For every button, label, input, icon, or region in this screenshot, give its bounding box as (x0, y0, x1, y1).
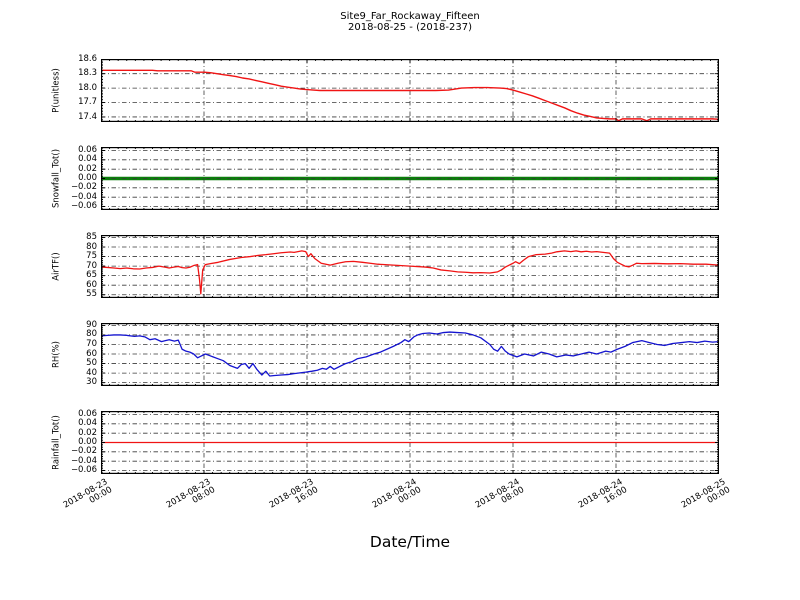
y-tick-label: −0.04 (70, 191, 97, 202)
y-tick-label: 0.00 (78, 437, 97, 447)
y-tick-label: 17.4 (78, 111, 97, 122)
panel-rainfall: Rainfall_Tot() 0.06 0.04 0.02 0.00 −0.02 −0.0… (0, 409, 800, 475)
y-tick-label: 80 (86, 329, 97, 340)
y-tick-label: −0.04 (70, 455, 97, 466)
plot-area-snowfall (101, 147, 719, 210)
y-tick-label: 70 (86, 339, 97, 349)
y-tick-label: 30 (86, 377, 97, 388)
y-tick-labels-p: 18.6 18.3 18.0 17.7 17.4 (53, 54, 97, 122)
y-tick-label: 0.06 (78, 409, 97, 419)
y-tick-label: 0.00 (78, 173, 97, 183)
y-tick-label: 90 (86, 319, 97, 330)
chart-title: Site9_Far_Rockaway_Fifteen (340, 11, 480, 22)
y-tick-label: 50 (86, 358, 97, 369)
y-tick-label: 70 (86, 260, 97, 271)
panel-airtf: AirTF() 85 80 75 70 65 60 55 (0, 232, 800, 300)
y-tick-label: 0.02 (78, 163, 97, 174)
plot-area-p (101, 59, 719, 122)
y-tick-labels-airtf: 85 80 75 70 65 60 55 (53, 232, 97, 300)
panel-p-unitless: P(unitless) 18.6 18.3 18.0 17.7 17.4 (0, 54, 800, 122)
x-axis-label: Date/Time (369, 533, 451, 551)
y-tick-label: 0.06 (78, 145, 97, 155)
y-tick-label: 65 (86, 270, 97, 281)
chart-subtitle: 2018-08-25 - (2018-237) (347, 22, 473, 33)
y-tick-label: 75 (86, 251, 97, 262)
y-tick-label: 60 (86, 279, 97, 290)
y-tick-label: 0.04 (78, 418, 97, 429)
y-tick-label: 0.02 (78, 427, 97, 438)
y-tick-label: 80 (86, 241, 97, 252)
y-tick-label: 18.3 (78, 68, 97, 79)
y-tick-label: −0.06 (70, 465, 97, 475)
y-tick-label: −0.02 (70, 446, 97, 457)
y-tick-label: 0.04 (78, 154, 97, 165)
y-tick-label: 17.7 (78, 97, 97, 107)
y-tick-label: 18.0 (78, 82, 97, 93)
plot-area-airtf (101, 235, 719, 298)
y-tick-label: −0.02 (70, 182, 97, 193)
y-tick-label: 55 (86, 289, 97, 300)
y-tick-labels-snowfall: 0.06 0.04 0.02 0.00 −0.02 −0.04 −0.06 (53, 145, 97, 211)
y-tick-label: 85 (86, 232, 97, 242)
y-tick-labels-rainfall: 0.06 0.04 0.02 0.00 −0.02 −0.04 −0.06 (53, 409, 97, 475)
y-tick-label: −0.06 (70, 201, 97, 211)
title-block: Site9_Far_Rockaway_Fifteen 2018-08-25 - … (101, 11, 719, 33)
plot-area-rh (101, 323, 719, 386)
y-tick-label: 18.6 (78, 53, 97, 64)
y-tick-label: 40 (86, 367, 97, 378)
y-tick-label: 60 (86, 348, 97, 359)
plot-area-rainfall (101, 411, 719, 474)
x-tick-label: 2018-08-23 00:00 (61, 477, 114, 511)
panel-rh: RH(%) 90 80 70 60 50 40 30 (0, 319, 800, 388)
y-tick-labels-rh: 90 80 70 60 50 40 30 (53, 319, 97, 388)
panel-snowfall: Snowfall_Tot() 0.06 0.04 0.02 0.00 −0.02 −0.0… (0, 145, 800, 211)
